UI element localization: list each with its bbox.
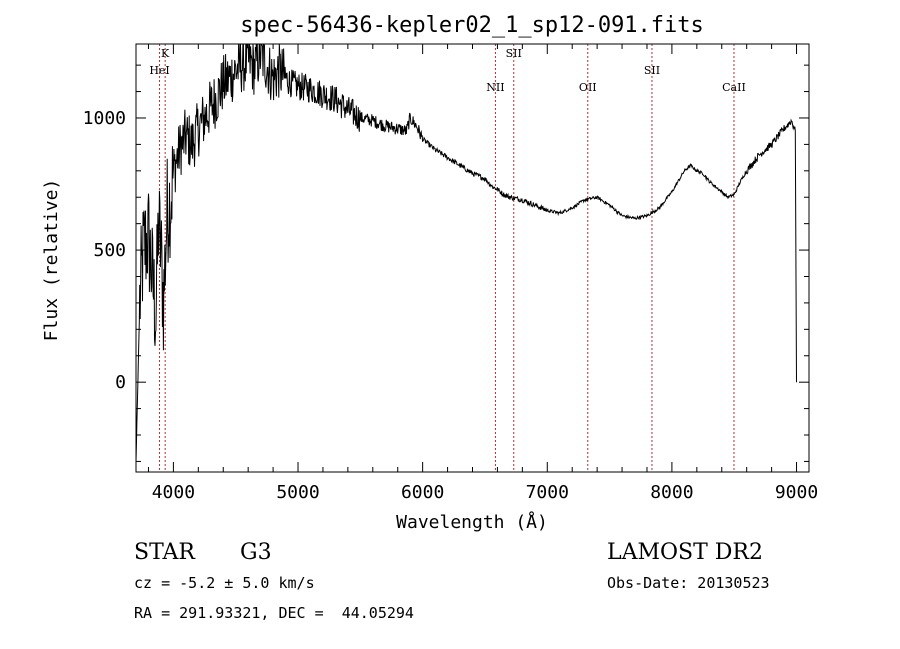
spectral-line-label: HeI bbox=[149, 64, 169, 77]
x-tick-label: 4000 bbox=[152, 482, 195, 503]
x-tick-label: 5000 bbox=[276, 482, 319, 503]
object-class: STAR bbox=[134, 540, 195, 565]
x-tick-label: 7000 bbox=[526, 482, 569, 503]
x-tick-label: 9000 bbox=[775, 482, 818, 503]
coordinates: RA = 291.93321, DEC = 44.05294 bbox=[134, 604, 414, 622]
spectral-line-label: OII bbox=[579, 81, 597, 94]
object-subclass: G3 bbox=[240, 540, 272, 565]
y-tick-label: 1000 bbox=[83, 108, 126, 129]
spectral-line-label: SII bbox=[644, 64, 660, 77]
y-axis-label: Flux (relative) bbox=[41, 179, 62, 342]
y-tick-label: 500 bbox=[93, 240, 126, 261]
y-tick-label: 0 bbox=[115, 372, 126, 393]
spectral-line-label: K bbox=[161, 47, 170, 60]
survey-name: LAMOST DR2 bbox=[607, 540, 763, 565]
chart-title: spec-56436-kepler02_1_sp12-091.fits bbox=[240, 13, 704, 38]
spectral-line-label: SII bbox=[506, 47, 522, 60]
spectral-line-label: NII bbox=[486, 81, 504, 94]
redshift-value: cz = -5.2 ± 5.0 km/s bbox=[134, 574, 315, 592]
x-axis-label: Wavelength (Å) bbox=[396, 511, 548, 533]
x-tick-label: 8000 bbox=[650, 482, 693, 503]
spectrum-line bbox=[135, 43, 797, 462]
plot-frame bbox=[135, 43, 810, 473]
observation-date: Obs-Date: 20130523 bbox=[607, 574, 770, 592]
spectral-line-label: CaII bbox=[722, 81, 746, 94]
x-tick-label: 6000 bbox=[401, 482, 444, 503]
